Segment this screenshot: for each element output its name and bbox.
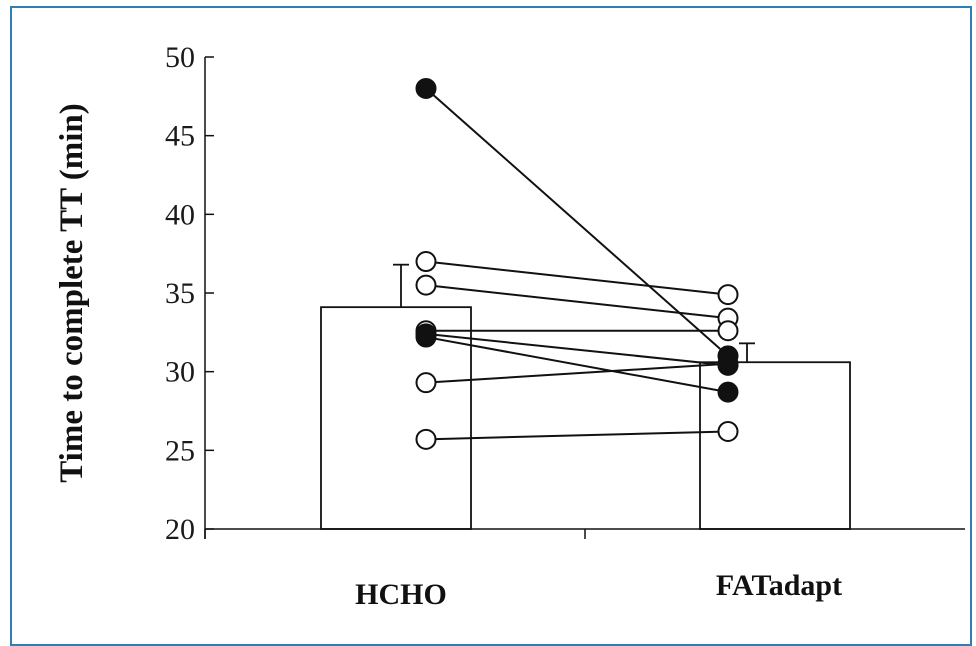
- time-trial-chart: 20 25 30 35 40 45 50 HCHO FATadapt Time to compl…: [0, 0, 976, 627]
- y-tick-label-50: 50: [165, 41, 195, 74]
- x-category-label-hcho: HCHO: [355, 578, 447, 611]
- subject-6-point-hcho: [417, 373, 436, 392]
- subject-4-point-fatadapt: [719, 321, 738, 340]
- x-category-label-fatadapt: FATadapt: [716, 569, 842, 602]
- y-axis-title: Time to complete TT (min): [54, 103, 90, 482]
- subject-3-point-hcho: [417, 276, 436, 295]
- subject-8-point-fatadapt: [719, 356, 738, 375]
- subject-7-point-hcho: [417, 430, 436, 449]
- y-tick-label-30: 30: [165, 356, 195, 389]
- y-tick-label-20: 20: [165, 513, 195, 546]
- y-tick-label-25: 25: [165, 434, 195, 467]
- y-tick-label-35: 35: [165, 277, 195, 310]
- subject-8-point-hcho: [417, 324, 436, 343]
- subject-2-point-fatadapt: [719, 285, 738, 304]
- y-tick-label-40: 40: [165, 198, 195, 231]
- subject-2-point-hcho: [417, 252, 436, 271]
- subject-7-point-fatadapt: [719, 422, 738, 441]
- subject-5-point-fatadapt: [719, 383, 738, 402]
- bars-layer: [321, 265, 850, 529]
- subject-1-point-hcho: [417, 79, 436, 98]
- y-tick-label-45: 45: [165, 120, 195, 153]
